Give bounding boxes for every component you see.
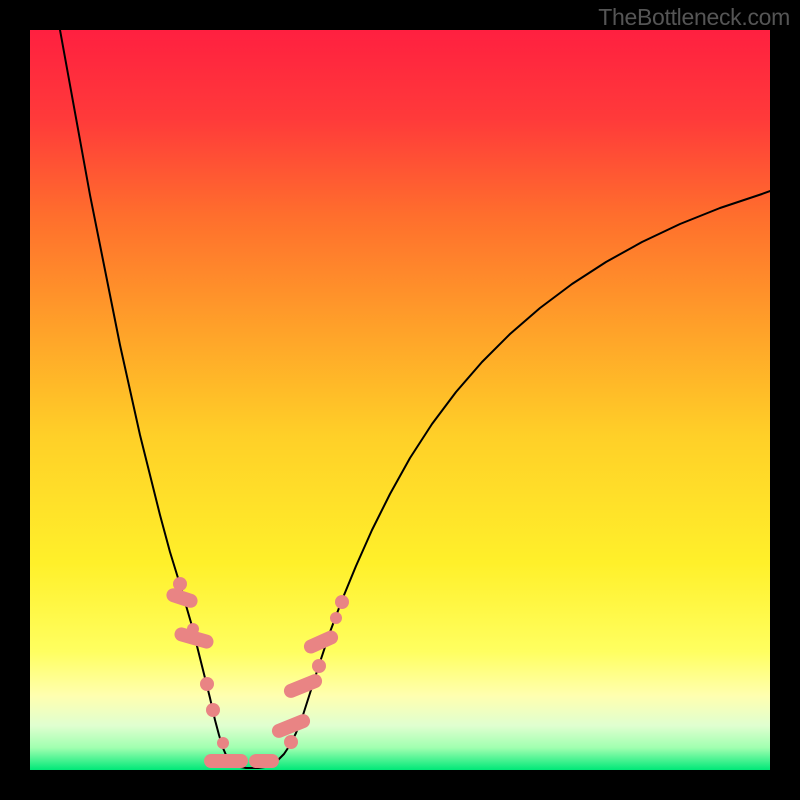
- marker-circle: [206, 703, 220, 717]
- marker-pills-group: [165, 586, 341, 768]
- marker-pill: [302, 628, 341, 655]
- marker-pill: [204, 754, 248, 768]
- marker-circle: [217, 737, 229, 749]
- marker-circle: [330, 612, 342, 624]
- marker-circle: [335, 595, 349, 609]
- marker-circle: [187, 623, 199, 635]
- marker-circles-group: [173, 577, 349, 749]
- marker-circle: [200, 677, 214, 691]
- watermark-text: TheBottleneck.com: [598, 4, 790, 31]
- marker-circle: [312, 659, 326, 673]
- marker-circle: [173, 577, 187, 591]
- curve-right-branch: [252, 191, 770, 768]
- bottleneck-curve: [30, 30, 770, 770]
- curve-left-branch: [60, 30, 252, 768]
- plot-area: [30, 30, 770, 770]
- marker-circle: [284, 735, 298, 749]
- marker-pill: [249, 754, 279, 768]
- marker-pill: [282, 672, 324, 700]
